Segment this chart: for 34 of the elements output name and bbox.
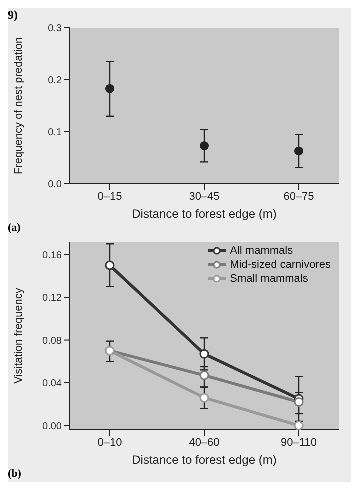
- y-tick-label: 0.2: [48, 76, 62, 87]
- x-axis-title: Distance to forest edge (m): [132, 207, 277, 221]
- x-axis-title: Distance to forest edge (m): [132, 453, 277, 467]
- x-tick-label: 60–75: [284, 190, 314, 203]
- legend-label: Mid-sized carnivores: [230, 258, 331, 272]
- text: (b): [8, 468, 22, 482]
- y-tick-label: 0.16: [42, 250, 62, 262]
- x-tick-label: 40–60: [189, 436, 220, 449]
- point: [200, 142, 210, 151]
- y-tick-label: 0.08: [42, 336, 62, 347]
- x-tick-label: 0–10: [98, 436, 122, 449]
- y-tick-label: 0.3: [48, 24, 62, 35]
- x-tick-label: 0–15: [98, 190, 122, 203]
- y-axis-title: Visitation frequency: [12, 288, 25, 384]
- point: [294, 397, 304, 407]
- legend-label: Small mammals: [230, 272, 308, 286]
- point: [105, 84, 115, 94]
- x-tick-label: 90–110: [281, 436, 317, 449]
- y-tick-label: 0.04: [42, 378, 62, 390]
- text: (a): [8, 222, 22, 236]
- point: [294, 146, 304, 156]
- y-axis-title: Frequency of nest predation: [12, 38, 25, 174]
- y-tick-label: 0.00: [42, 421, 62, 432]
- y-tick-label: 0.0: [48, 180, 62, 191]
- point: [200, 349, 210, 359]
- point: [200, 370, 210, 380]
- point: [105, 260, 115, 270]
- y-tick-label: 0.1: [48, 128, 62, 139]
- y-tick-label: 0.12: [42, 293, 62, 304]
- point: [294, 420, 304, 430]
- text: 9): [8, 8, 19, 22]
- legend-label: All mammals: [230, 244, 294, 258]
- point: [200, 393, 210, 403]
- x-tick-label: 30–45: [189, 190, 220, 203]
